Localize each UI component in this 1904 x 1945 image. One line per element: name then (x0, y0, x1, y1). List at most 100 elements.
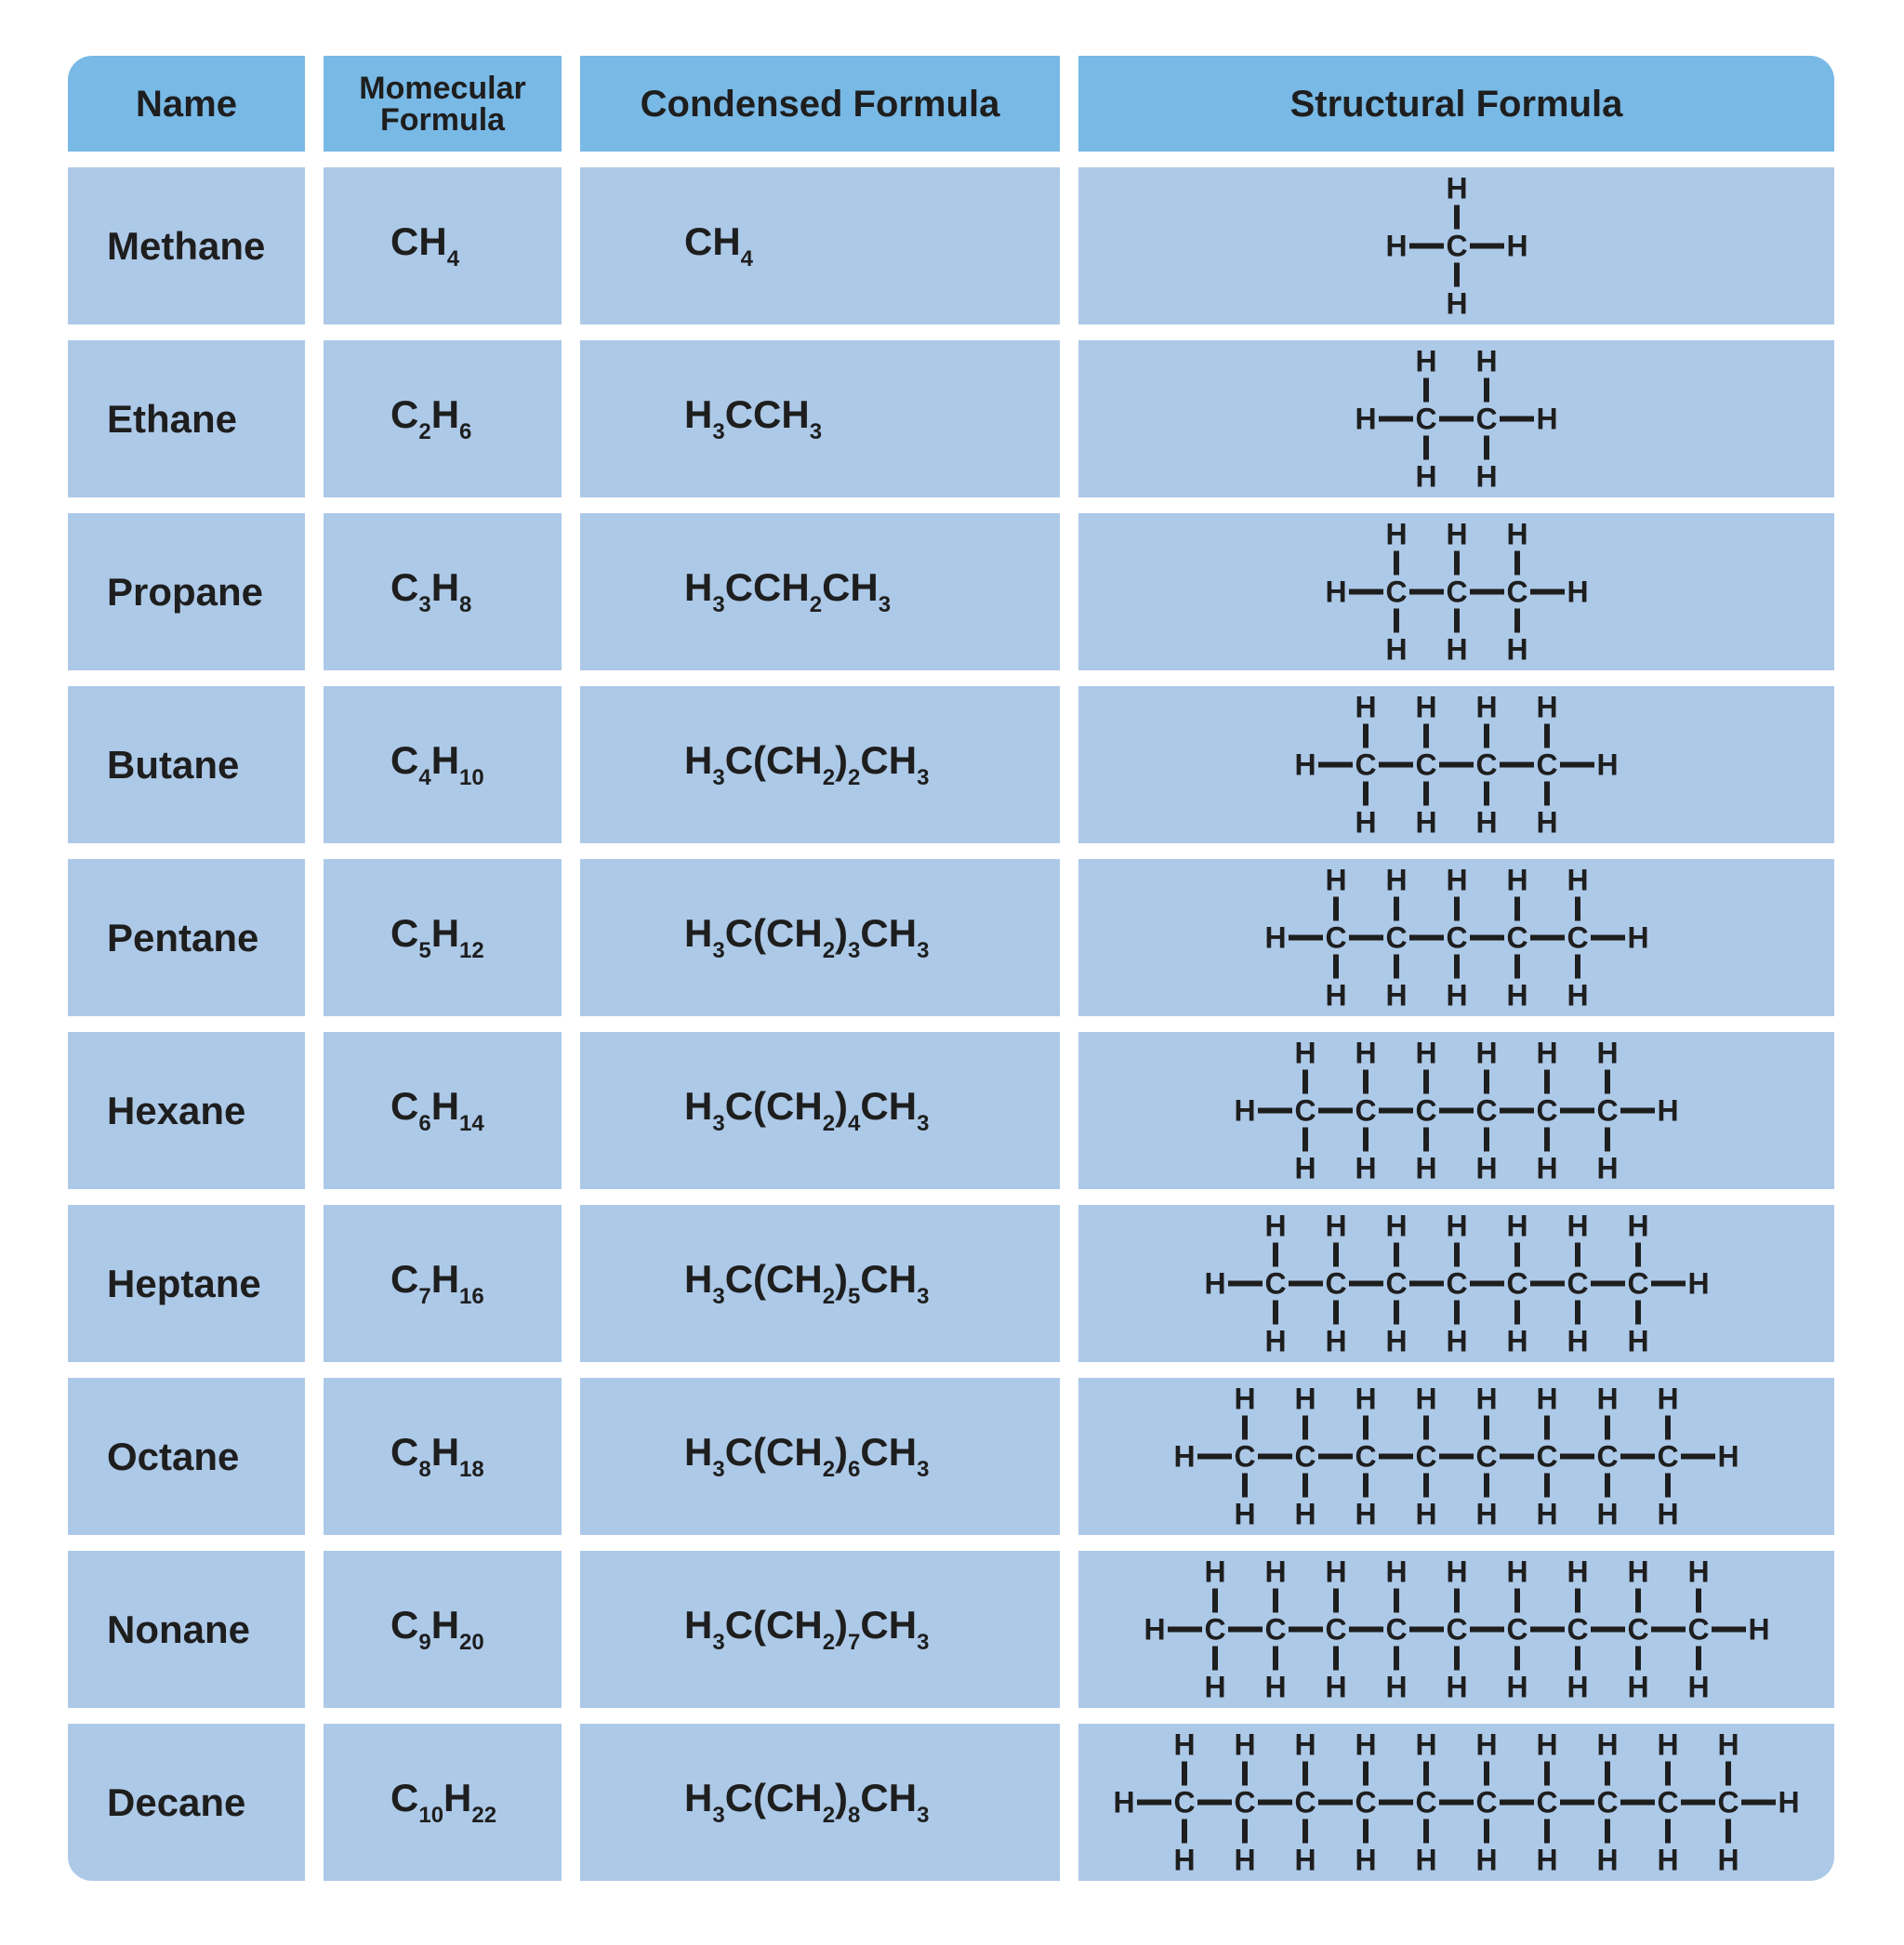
formula-text: H (430, 738, 460, 782)
formula-text: C (390, 1603, 419, 1647)
formula-subscript: 6 (459, 419, 472, 444)
formula-subscript: 3 (878, 592, 892, 617)
carbon-atom: C (1385, 921, 1407, 955)
condensed-formula: H3C(CH2)7CH3 (580, 1603, 929, 1656)
carbon-atom: C (1506, 921, 1527, 955)
formula-subscript: 9 (418, 1630, 431, 1655)
formula-subscript: 7 (418, 1284, 431, 1309)
carbon-atom: C (1446, 1267, 1467, 1301)
hydrogen-atom: H (1446, 633, 1467, 667)
hydrogen-atom: H (1596, 1844, 1618, 1877)
carbon-atom: C (1506, 576, 1527, 609)
header-structural-label: Structural Formula (1289, 83, 1623, 125)
hydrogen-atom: H (1475, 1383, 1497, 1416)
hydrogen-atom: H (1355, 1037, 1376, 1070)
hydrogen-atom: H (1204, 1555, 1225, 1589)
formula-subscript: 2 (822, 765, 836, 790)
hydrogen-atom: H (1506, 230, 1527, 263)
carbon-atom: C (1687, 1613, 1709, 1647)
hydrogen-atom: H (1294, 748, 1316, 782)
formula-text: H (430, 1430, 460, 1474)
formula-text: CH (822, 565, 879, 609)
header-condensed-label: Condensed Formula (640, 83, 1000, 125)
carbon-atom: C (1385, 1267, 1407, 1301)
carbon-atom: C (1446, 230, 1467, 263)
hydrogen-atom: H (1113, 1786, 1134, 1819)
hydrogen-atom: H (1627, 1325, 1648, 1358)
carbon-atom: C (1325, 1613, 1346, 1647)
formula-subscript: 3 (917, 1630, 930, 1655)
formula-subscript: 3 (917, 1284, 930, 1309)
hydrogen-atom: H (1567, 1325, 1588, 1358)
hydrogen-atom: H (1567, 576, 1588, 609)
hydrogen-atom: H (1385, 1210, 1407, 1243)
formula-text: ) (835, 738, 849, 782)
formula-text: C (390, 392, 419, 436)
formula-subscript: 3 (848, 938, 861, 963)
hydrogen-atom: H (1596, 1383, 1618, 1416)
condensed-formula-cell: H3C(CH2)2CH3 (580, 686, 1060, 843)
carbon-atom: C (1475, 1440, 1497, 1474)
hydrogen-atom: H (1294, 1844, 1316, 1877)
name-cell: Heptane (68, 1205, 305, 1362)
hydrogen-atom: H (1325, 1671, 1346, 1704)
hydrogen-atom: H (1627, 1671, 1648, 1704)
condensed-formula: H3CCH2CH3 (580, 565, 891, 618)
hydrogen-atom: H (1627, 1555, 1648, 1589)
hydrogen-atom: H (1567, 864, 1588, 897)
compound-name: Octane (107, 1434, 240, 1478)
formula-subscript: 4 (848, 1111, 861, 1136)
carbon-atom: C (1567, 1267, 1588, 1301)
hydrogen-atom: H (1506, 633, 1527, 667)
formula-subscript: 2 (809, 592, 823, 617)
hydrogen-atom: H (1385, 230, 1407, 263)
hydrogen-atom: H (1355, 403, 1376, 436)
hydrogen-atom: H (1385, 1325, 1407, 1358)
hydrogen-atom: H (1204, 1671, 1225, 1704)
formula-subscript: 22 (471, 1803, 497, 1828)
carbon-atom: C (1234, 1440, 1255, 1474)
molecular-formula-cell: C7H16 (324, 1205, 562, 1362)
hydrogen-atom: H (1567, 979, 1588, 1012)
hydrogen-atom: H (1325, 1210, 1346, 1243)
carbon-atom: C (1536, 1786, 1557, 1819)
formula-text: C(CH (724, 1603, 823, 1647)
hydrogen-atom: H (1627, 1210, 1648, 1243)
name-cell: Butane (68, 686, 305, 843)
molecular-formula: C9H20 (324, 1603, 484, 1656)
hydrogen-atom: H (1415, 1728, 1436, 1762)
formula-subscript: 3 (917, 1457, 930, 1482)
hydrogen-atom: H (1415, 1037, 1436, 1070)
hydrogen-atom: H (1446, 1555, 1467, 1589)
formula-text: C (390, 1257, 419, 1301)
formula-subscript: 4 (446, 246, 460, 271)
carbon-atom: C (1567, 921, 1588, 955)
carbon-atom: C (1596, 1094, 1618, 1128)
hydrogen-atom: H (1385, 864, 1407, 897)
formula-text: H (684, 1257, 713, 1301)
carbon-atom: C (1717, 1786, 1739, 1819)
formula-subscript: 4 (740, 246, 754, 271)
hydrogen-atom: H (1355, 806, 1376, 840)
hydrogen-atom: H (1657, 1498, 1678, 1531)
formula-text: C(CH (724, 1430, 823, 1474)
formula-subscript: 12 (459, 938, 484, 963)
formula-subscript: 3 (712, 1284, 725, 1309)
carbon-atom: C (1506, 1613, 1527, 1647)
hydrogen-atom: H (1294, 1383, 1316, 1416)
condensed-formula-cell: H3CCH2CH3 (580, 513, 1060, 670)
compound-name: Decane (107, 1780, 246, 1824)
formula-subscript: 5 (418, 938, 431, 963)
carbon-atom: C (1446, 576, 1467, 609)
formula-text: H (430, 1603, 460, 1647)
hydrogen-atom: H (1325, 864, 1346, 897)
compound-name: Methane (107, 223, 266, 268)
formula-subscript: 3 (809, 419, 823, 444)
condensed-formula: H3CCH3 (580, 392, 822, 445)
compound-name: Propane (107, 569, 264, 614)
hydrogen-atom: H (1657, 1728, 1678, 1762)
hydrogen-atom: H (1446, 172, 1467, 205)
